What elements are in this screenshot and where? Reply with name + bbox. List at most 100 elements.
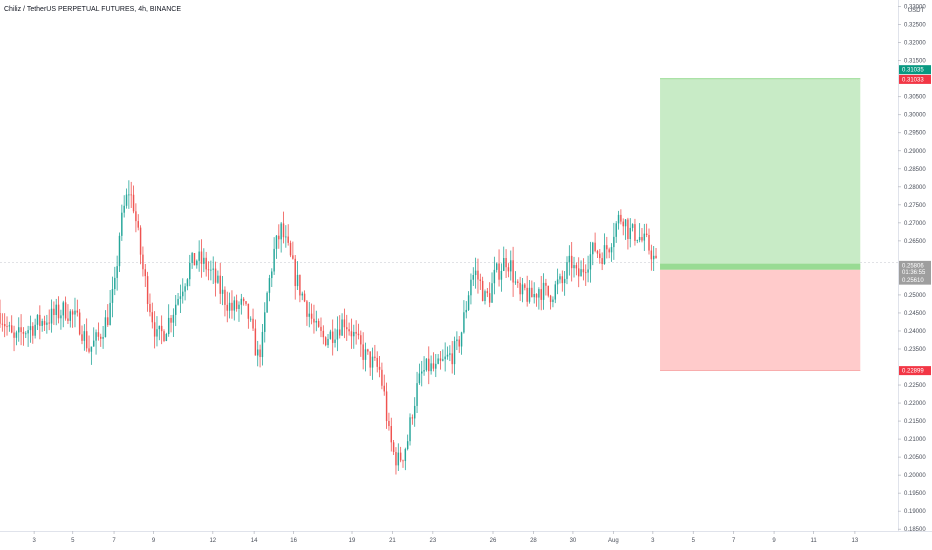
entry-price-tag-bg [899, 275, 931, 285]
candle-body [512, 260, 514, 283]
candle-body [652, 255, 655, 260]
candle-body [610, 247, 613, 253]
candle-body [278, 235, 280, 240]
profit-target-zone[interactable] [660, 78, 861, 270]
candle-body [500, 270, 503, 280]
candle-body [596, 251, 599, 254]
candle-body [421, 371, 423, 374]
candle-body [334, 339, 336, 343]
candle-body [144, 269, 146, 277]
candle-body [585, 272, 587, 274]
candle-body [71, 311, 74, 315]
candle-body [453, 341, 456, 365]
candle-body [74, 310, 76, 315]
target-price-tag-secondary: 0.31033 [902, 77, 924, 83]
candle-body [465, 309, 467, 313]
candle-body [27, 330, 29, 334]
candle-body [85, 331, 88, 349]
candle-body [306, 301, 308, 317]
long-position-tool[interactable] [660, 78, 861, 372]
time-tick-label: 23 [429, 538, 436, 544]
candle-body [643, 233, 646, 241]
candle-body [378, 366, 381, 370]
candle-body [636, 240, 639, 241]
time-tick-label: 21 [389, 538, 396, 544]
candle-body [418, 373, 421, 384]
candle-body [641, 237, 643, 241]
candle-body [189, 262, 191, 280]
candle-body [62, 302, 64, 316]
price-tick-label: 0.28500 [904, 167, 926, 173]
candle-body [428, 358, 430, 372]
time-tick-label: 19 [349, 538, 356, 544]
candle-body [397, 452, 400, 466]
price-tick-label: 0.28000 [904, 185, 926, 191]
candle-body [123, 205, 125, 213]
candle-body [317, 320, 320, 327]
candle-body [179, 296, 182, 299]
candle-body [439, 358, 442, 361]
candle-body [104, 317, 107, 338]
candle-body [552, 299, 554, 303]
candle-body [114, 277, 116, 290]
candle-body [151, 312, 154, 323]
candle-body [8, 325, 11, 327]
stop-price-tag: 0.22899 [902, 369, 924, 375]
price-axis[interactable]: USDT 0.18500 0.19000 0.19500 0.20000 0.20500… [898, 5, 926, 534]
price-tick-label: 0.27500 [904, 203, 926, 209]
candle-body [0, 312, 1, 324]
candle-body [650, 250, 653, 260]
target-price-tag-bg [899, 65, 931, 75]
candle-body [456, 339, 458, 342]
price-tick-label: 0.29500 [904, 131, 926, 137]
candle-body [271, 271, 273, 279]
candle-body [346, 327, 348, 330]
candle-body [486, 291, 489, 294]
price-tick-label: 0.31500 [904, 59, 926, 65]
time-tick-label: 5 [71, 538, 75, 544]
candle-body [10, 325, 13, 333]
candle-body [228, 302, 231, 311]
candle-body [613, 236, 615, 248]
candle-body [182, 291, 184, 297]
candle-body [467, 295, 470, 310]
candle-body [224, 289, 226, 305]
candle-body [435, 363, 437, 369]
time-axis[interactable]: 3 5 7 9 12 14 16 19 21 23 26 28 30 Aug 3 5 7 9 11 13 [32, 531, 859, 544]
candle-body [587, 269, 589, 273]
candle-body [128, 194, 130, 196]
candle-body [406, 441, 409, 449]
candle-body [90, 346, 93, 352]
candle-body [83, 331, 86, 341]
candle-body [64, 302, 67, 319]
candle-body [275, 235, 278, 249]
candle-body [170, 317, 172, 323]
candle-body [528, 287, 531, 302]
candle-body [577, 268, 580, 277]
candle-body [191, 253, 193, 263]
candle-body [355, 331, 357, 334]
candle-body [205, 257, 207, 270]
price-tick-label: 0.33000 [904, 5, 926, 11]
candle-body [13, 332, 15, 338]
candle-body [256, 349, 259, 356]
candle-body [533, 294, 535, 298]
stop-price-tag-bg [899, 366, 931, 376]
candle-body [158, 325, 161, 330]
candle-body [57, 304, 60, 319]
candle-body [15, 332, 18, 338]
price-tick-label: 0.24500 [904, 311, 926, 317]
candle-body [320, 326, 322, 331]
candle-body [390, 426, 393, 443]
time-tick-label: 26 [490, 538, 497, 544]
candle-body [479, 279, 482, 281]
candle-body [437, 358, 439, 364]
candle-body [88, 348, 90, 352]
candle-body [395, 451, 397, 466]
candle-body [463, 312, 465, 333]
price-tick-label: 0.20500 [904, 455, 926, 461]
candle-body [570, 255, 573, 269]
candle-body [339, 329, 341, 336]
stop-loss-zone[interactable] [660, 269, 861, 371]
